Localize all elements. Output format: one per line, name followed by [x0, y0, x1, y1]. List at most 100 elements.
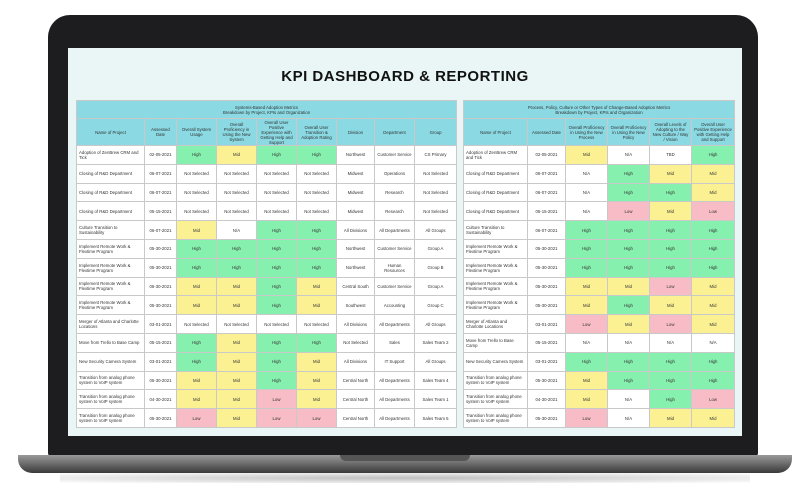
- cell: TBD: [649, 145, 692, 165]
- project-name: Closing of R&D Department: [76, 201, 145, 222]
- cell: Mid: [690, 182, 736, 203]
- cell: Not Selected: [256, 314, 297, 334]
- project-name: Implement Remote Work & Flextime Program: [76, 295, 145, 316]
- cell: 05-30-2021: [144, 238, 177, 259]
- cell: Northwest: [336, 238, 375, 259]
- cell: All Departments: [374, 220, 415, 240]
- cell: 02-05-2021: [527, 145, 566, 165]
- cell: Mid: [176, 370, 217, 391]
- cell: Mid: [216, 370, 257, 391]
- cell: N/A: [565, 182, 608, 203]
- cell: Mid: [216, 276, 257, 297]
- cell: High: [607, 238, 650, 259]
- cell: Central South: [336, 276, 375, 297]
- column-header: Overall User Positive Experience with Ge…: [256, 118, 297, 146]
- cell: 03-01-2021: [527, 314, 566, 334]
- table-heading: Process, Policy, Culture or Other Types …: [462, 100, 736, 119]
- cell: Low: [256, 389, 297, 410]
- cell: High: [296, 238, 337, 259]
- cell: Not Selected: [256, 201, 297, 222]
- cell: N/A: [565, 201, 608, 222]
- cell: High: [607, 370, 650, 391]
- project-name: Move from Trello to Base Camp: [76, 332, 145, 353]
- cell: Mid: [176, 295, 217, 316]
- cell: Sales: [374, 332, 415, 353]
- project-name: New Security Camera System: [463, 351, 528, 372]
- column-header: Name of Project: [76, 118, 145, 146]
- cell: All Groups: [413, 351, 458, 372]
- cell: High: [296, 332, 337, 353]
- cell: Not Selected: [176, 314, 217, 334]
- cell: 05-30-2021: [144, 408, 177, 428]
- project-name: Transition from analog phone system to V…: [463, 370, 528, 391]
- cell: High: [565, 238, 608, 259]
- cell: All Divisions: [336, 314, 375, 334]
- cell: Not Selected: [256, 182, 297, 203]
- cell: Not Selected: [176, 201, 217, 222]
- cell: 05-30-2021: [527, 408, 566, 428]
- cell: Midwest: [336, 182, 375, 203]
- cell: Mid: [216, 389, 257, 410]
- table-row: Implement Remote Work & Flextime Program…: [76, 257, 458, 278]
- table-row: Closing of R&D Department 06-07-2021 N/A Hi…: [463, 182, 736, 203]
- cell: Low: [690, 389, 736, 410]
- cell: Mid: [565, 295, 608, 316]
- cell: 06-07-2021: [144, 163, 177, 184]
- project-name: Closing of R&D Department: [76, 163, 145, 184]
- cell: Mid: [565, 370, 608, 391]
- change-table: Process, Policy, Culture or Other Types …: [462, 100, 736, 428]
- cell: Midwest: [336, 163, 375, 184]
- table-row: Transition from analog phone system to V…: [76, 389, 458, 410]
- cell: All Departments: [374, 314, 415, 334]
- cell: High: [690, 238, 736, 259]
- cell: High: [649, 370, 692, 391]
- cell: High: [296, 220, 337, 240]
- cell: All Departments: [374, 408, 415, 428]
- cell: High: [607, 163, 650, 184]
- cell: 05-15-2021: [527, 201, 566, 222]
- cell: High: [176, 332, 217, 353]
- cell: Northwest: [336, 257, 375, 278]
- cell: High: [296, 257, 337, 278]
- cell: Customer Service: [374, 238, 415, 259]
- cell: Mid: [649, 163, 692, 184]
- table-heading-row: Systems-Based Adoption Metrics Breakdown …: [75, 100, 458, 119]
- cell: High: [690, 145, 736, 165]
- cell: Mid: [690, 314, 736, 334]
- data-table: Process, Policy, Culture or Other Types …: [462, 100, 736, 428]
- cell: 05-30-2021: [144, 276, 177, 297]
- project-name: Closing of R&D Department: [76, 182, 145, 203]
- column-header-row: Name of Project Assessed Date Overall Syst…: [76, 118, 458, 146]
- cell: 05-30-2021: [144, 295, 177, 316]
- project-name: Culture Transition to Sustainability: [463, 220, 528, 240]
- cell: Not Selected: [176, 163, 217, 184]
- cell: High: [607, 182, 650, 203]
- cell: High: [176, 145, 217, 165]
- table-row: Implement Remote Work & Flextime Program…: [76, 295, 458, 316]
- cell: 05-30-2021: [527, 276, 566, 297]
- project-name: Implement Remote Work & Flextime Program: [76, 257, 145, 278]
- column-header: Overall System Usage: [176, 118, 217, 146]
- cell: All Groups: [413, 314, 458, 334]
- column-header: Overall User Transition & Adoption Ratin…: [296, 118, 337, 146]
- cell: 05-15-2021: [527, 332, 566, 353]
- cell: Mid: [607, 276, 650, 297]
- column-header: Name of Project: [463, 118, 528, 146]
- cell: High: [176, 257, 217, 278]
- cell: N/A: [607, 332, 650, 353]
- cell: 05-30-2021: [527, 257, 566, 278]
- shadow: [60, 473, 750, 483]
- cell: High: [256, 370, 297, 391]
- cell: Mid: [690, 163, 736, 184]
- cell: Not Selected: [413, 201, 458, 222]
- cell: Mid: [216, 145, 257, 165]
- table-row: Implement Remote Work & Flextime Program…: [76, 238, 458, 259]
- cell: 03-01-2021: [144, 351, 177, 372]
- table-row: Closing of R&D Department 06-07-2021 N/A Hi…: [463, 163, 736, 184]
- cell: Mid: [649, 201, 692, 222]
- cell: High: [256, 351, 297, 372]
- cell: All Divisions: [336, 220, 375, 240]
- cell: 05-15-2021: [144, 201, 177, 222]
- column-header: Overall User Positive Experience with Ge…: [690, 118, 736, 146]
- cell: High: [690, 370, 736, 391]
